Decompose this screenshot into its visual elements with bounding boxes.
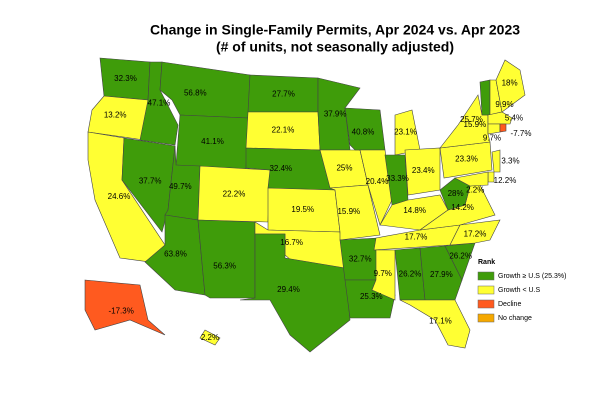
state-label: 18% [502,79,518,88]
state-label: 26.2% [449,251,472,260]
state [449,219,501,246]
state-label: 32.7% [349,255,372,264]
state-label: 47.1% [148,99,171,108]
state [479,79,491,116]
state-labels: 32.3% 13.2% 24.6% 47.1% 37.7% 56.8% 41.1% 49.7%… [104,74,532,342]
state-label: 40.8% [352,128,375,137]
state [239,233,351,353]
legend-swatch [477,271,495,281]
state-label: 17.2% [464,230,487,239]
state-label: 15.9% [337,207,360,216]
state-label: 14.2% [451,203,474,212]
state-label: 27.7% [272,89,295,98]
state-label: 23.1% [394,128,417,137]
state-label: 16.7% [280,238,303,247]
state-label: 23.4% [412,166,435,175]
state-label: 3.3% [501,157,519,166]
state [399,299,471,349]
state-label: -7.7% [511,129,532,138]
states [84,57,526,353]
state-label: 17.1% [429,316,452,325]
state [199,329,221,346]
state [487,123,501,135]
legend-label: Growth ≥ U.S (25.3%) [498,273,566,280]
state-label: 63.8% [164,250,187,259]
state [371,249,396,301]
state-label: 5.4% [505,114,523,123]
state-label: -17.3% [108,307,133,316]
state [495,59,526,113]
state [197,219,256,299]
state-label: 33.3% [386,174,409,183]
legend-title: Rank [478,259,495,266]
map-subtitle: (# of units, not seasonally adjusted) [216,39,454,55]
state-label: 49.7% [169,182,192,191]
state-label: 17.7% [405,233,428,242]
state-label: 25.7% [460,115,483,124]
legend-label: Decline [498,301,521,308]
state-label: 25.3% [360,292,383,301]
state-label: 9.7% [374,269,392,278]
state-label: 26.2% [399,270,422,279]
state-label: 22.1% [272,126,295,135]
state-label: 56.8% [184,88,207,97]
state-label: 37.9% [324,109,347,118]
state [499,123,507,133]
state-label: 25% [336,163,352,172]
state-label: 13.2% [104,111,127,120]
state-label: 28% [448,189,464,198]
state [487,111,513,125]
state [491,149,501,173]
state-label: 32.4% [269,164,292,173]
state-label: 23.3% [455,155,478,164]
state-label: 24.6% [108,192,131,201]
state-label: 29.4% [277,285,300,294]
state-label: 2.2% [466,185,484,194]
state-label: 19.5% [291,205,314,214]
state-label: 41.1% [201,137,224,146]
legend-label: Growth < U.S [498,287,541,294]
state-label: 27.9% [430,270,453,279]
state-label: 12.2% [494,176,517,185]
state-label: 37.7% [139,176,162,185]
state-label: 22.2% [223,190,246,199]
state-label: 14.8% [403,206,426,215]
state-label: 15.9% [464,120,487,129]
state-label: 20.4% [366,177,389,186]
state [454,171,489,187]
state [439,177,471,211]
state [84,279,166,336]
state-label: 32.3% [114,74,137,83]
legend-swatch [477,313,495,323]
legend-label: No change [498,315,532,322]
legend-swatch [477,285,495,295]
state-label: 2.2% [201,333,219,342]
state [87,95,149,141]
state [359,149,393,226]
map-title: Change in Single-Family Permits, Apr 202… [150,22,520,38]
state-label: 9.7% [483,134,501,143]
state-label: 9.9% [495,100,513,109]
legend-swatch [477,299,495,309]
state-label: 56.3% [213,262,236,271]
